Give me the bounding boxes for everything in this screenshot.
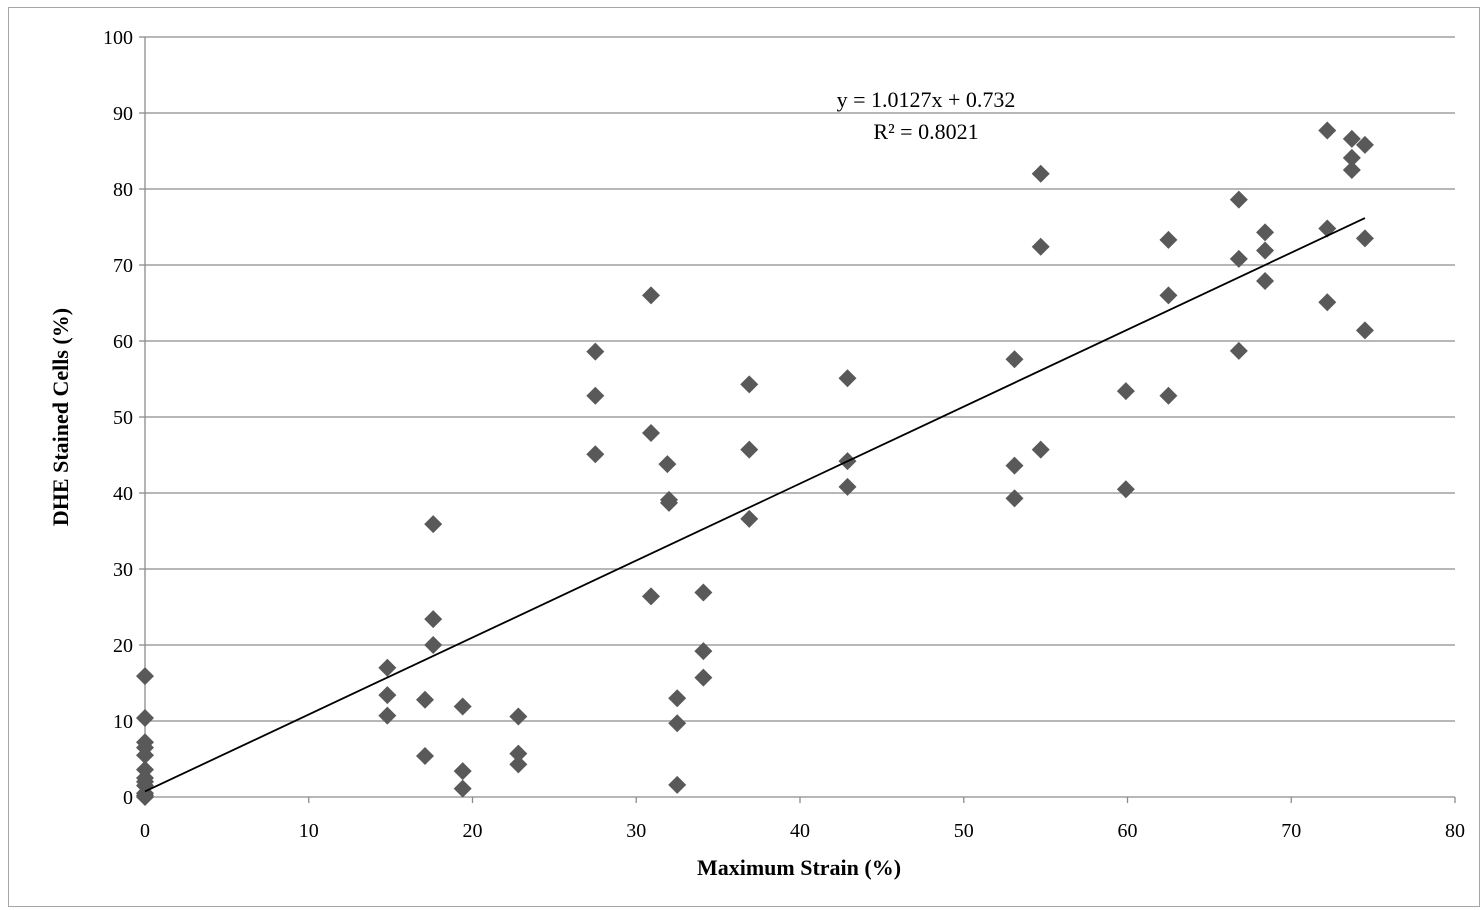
data-point-20 (453, 697, 472, 716)
chart-frame (8, 7, 1480, 907)
data-points (136, 121, 1374, 806)
data-point-17 (424, 515, 443, 534)
data-point-50 (1031, 164, 1050, 183)
data-point-23 (509, 707, 528, 726)
data-point-0 (136, 667, 154, 686)
data-point-46 (838, 477, 857, 496)
data-point-61 (1256, 223, 1275, 242)
x-tick-label-80: 80 (1445, 820, 1465, 842)
data-point-27 (586, 386, 605, 405)
data-point-57 (1159, 386, 1178, 405)
x-tick-label-10: 10 (299, 820, 319, 842)
data-point-28 (586, 445, 605, 464)
data-point-24 (509, 744, 528, 763)
data-point-29 (641, 286, 660, 305)
trendline (144, 217, 1366, 793)
data-point-59 (1229, 249, 1248, 268)
y-tick-label-30: 30 (113, 559, 133, 581)
y-tick-label-50: 50 (113, 407, 133, 429)
y-tick-label-70: 70 (113, 255, 133, 277)
x-tick-labels: 0 10 20 30 40 50 60 70 80 (140, 820, 1465, 842)
data-point-12 (378, 658, 397, 677)
data-point-37 (668, 775, 687, 794)
data-point-48 (1005, 456, 1024, 475)
data-point-55 (1159, 230, 1178, 249)
data-point-52 (1031, 440, 1050, 459)
y-tick-label-20: 20 (113, 635, 133, 657)
axes (139, 36, 1456, 803)
data-point-30 (641, 423, 660, 442)
x-tick-label-40: 40 (790, 820, 810, 842)
trendline-equation-label: y = 1.0127x + 0.732 (837, 87, 1016, 112)
trendline-group (144, 217, 1366, 793)
data-point-58 (1229, 190, 1248, 209)
data-point-11 (136, 788, 154, 806)
y-tick-label-100: 100 (103, 27, 133, 49)
x-axis-title: Maximum Strain (%) (697, 855, 901, 880)
data-point-35 (668, 689, 687, 708)
y-tick-label-60: 60 (113, 331, 133, 353)
trendline-r2-label: R² = 0.8021 (873, 119, 978, 144)
data-point-47 (1005, 350, 1024, 369)
data-point-26 (586, 342, 605, 361)
data-point-1 (136, 708, 154, 727)
data-point-64 (1318, 121, 1337, 140)
data-point-15 (416, 690, 435, 709)
data-point-67 (1342, 129, 1361, 148)
data-point-62 (1256, 241, 1275, 260)
data-point-54 (1116, 480, 1135, 499)
data-point-31 (641, 587, 660, 606)
data-point-44 (838, 369, 857, 388)
data-point-70 (1355, 135, 1374, 154)
x-tick-label-70: 70 (1281, 820, 1301, 842)
data-point-63 (1256, 271, 1275, 290)
data-point-69 (1342, 161, 1361, 179)
gridlines (145, 36, 1455, 722)
data-point-41 (740, 375, 759, 394)
x-tick-label-50: 50 (954, 820, 974, 842)
data-point-39 (694, 642, 713, 661)
data-point-14 (378, 706, 397, 725)
data-point-34 (660, 493, 678, 512)
data-point-66 (1318, 293, 1337, 312)
y-tick-label-40: 40 (113, 483, 133, 505)
data-point-32 (658, 455, 677, 474)
x-tick-label-30: 30 (626, 820, 646, 842)
data-point-60 (1229, 341, 1248, 360)
data-point-51 (1031, 237, 1050, 256)
data-point-13 (378, 686, 397, 705)
y-axis-title: DHE Stained Cells (%) (48, 308, 73, 526)
data-point-71 (1355, 229, 1374, 248)
data-point-49 (1005, 489, 1024, 508)
data-point-56 (1159, 286, 1178, 305)
data-point-22 (453, 779, 472, 798)
x-tick-label-60: 60 (1118, 820, 1138, 842)
y-tick-label-90: 90 (113, 103, 133, 125)
y-tick-label-0: 0 (123, 787, 133, 809)
data-point-19 (424, 636, 443, 654)
data-point-36 (668, 714, 687, 733)
y-tick-label-10: 10 (113, 711, 133, 733)
y-tick-label-80: 80 (113, 179, 133, 201)
data-point-68 (1342, 148, 1361, 167)
data-point-43 (740, 509, 759, 528)
data-point-53 (1116, 382, 1135, 401)
data-point-18 (424, 610, 443, 629)
data-point-40 (694, 668, 713, 687)
x-tick-label-20: 20 (463, 820, 483, 842)
data-point-25 (509, 755, 528, 774)
data-point-16 (416, 746, 435, 765)
data-point-4 (136, 746, 154, 765)
data-point-42 (740, 440, 759, 459)
data-point-21 (453, 762, 472, 781)
y-tick-labels: 0 10 20 30 40 50 60 70 80 90 100 (103, 27, 133, 809)
data-point-72 (1355, 321, 1374, 340)
data-point-38 (694, 583, 713, 602)
x-tick-label-0: 0 (140, 820, 150, 842)
